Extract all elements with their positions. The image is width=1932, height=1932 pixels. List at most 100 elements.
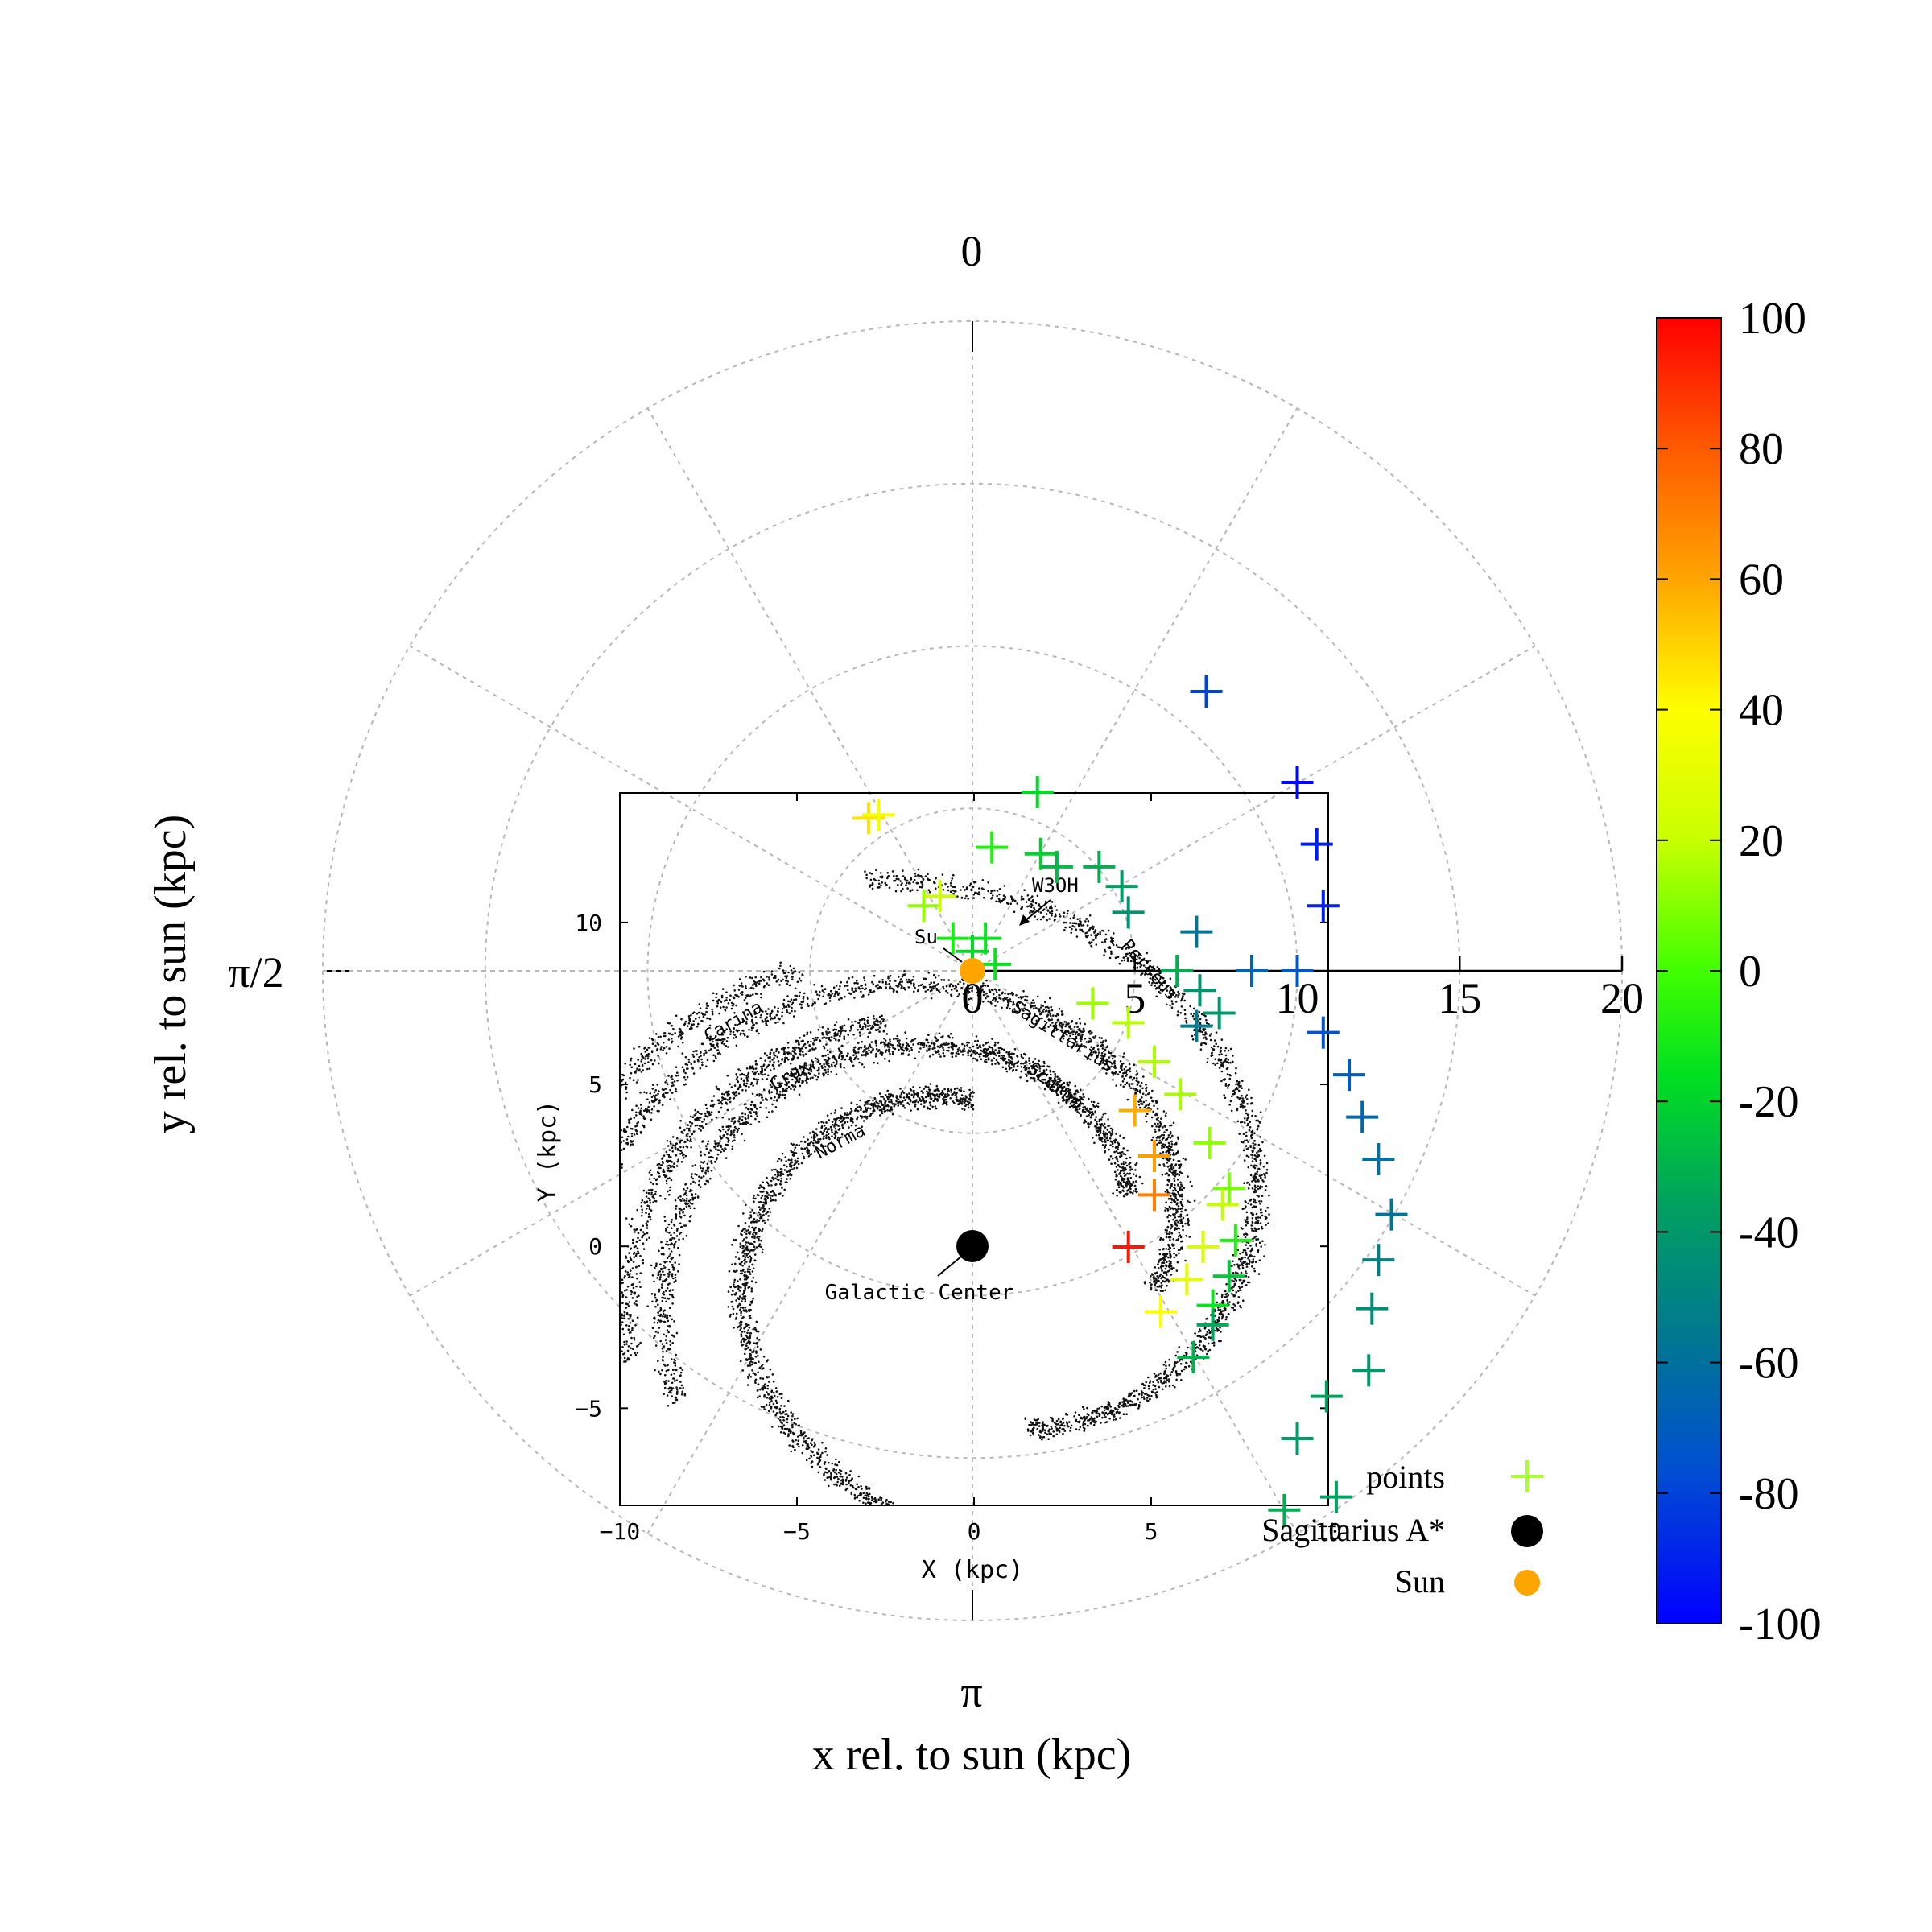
arm-star: [1167, 1281, 1170, 1283]
arm-star: [617, 1146, 619, 1149]
arm-star: [786, 1178, 788, 1180]
arm-star: [794, 1009, 796, 1013]
arm-star: [1133, 1063, 1136, 1067]
arm-star: [825, 1468, 828, 1470]
arm-star: [1119, 1084, 1122, 1086]
arm-star: [917, 1100, 919, 1104]
arm-star: [943, 1043, 947, 1046]
arm-star: [829, 989, 832, 993]
arm-star: [736, 1269, 738, 1272]
arm-star: [765, 1010, 767, 1013]
arm-star: [791, 1009, 793, 1013]
arm-star: [642, 1117, 646, 1120]
arm-star: [1042, 1060, 1046, 1063]
arm-star: [668, 1315, 671, 1317]
arm-star: [810, 1455, 812, 1457]
arm-star: [613, 1145, 616, 1147]
arm-star: [872, 1106, 875, 1109]
arm-star: [668, 1290, 671, 1292]
arm-star: [1033, 1001, 1035, 1005]
arm-star: [663, 1216, 666, 1218]
arm-star: [791, 1439, 794, 1442]
arm-star: [800, 1006, 803, 1009]
arm-star: [750, 1302, 753, 1304]
arm-star: [675, 1090, 678, 1093]
arm-star: [1218, 1067, 1221, 1069]
arm-star: [1145, 1121, 1148, 1123]
arm-star: [1173, 1143, 1176, 1146]
arm-star: [977, 1053, 980, 1055]
arm-star: [1193, 1199, 1196, 1203]
arm-star: [834, 1109, 837, 1112]
arm-star: [1101, 1140, 1104, 1143]
arm-star: [1178, 1166, 1180, 1170]
arm-star: [895, 1522, 898, 1525]
arm-star: [930, 1097, 933, 1100]
arm-star: [1167, 1256, 1170, 1259]
arm-star: [1187, 1175, 1189, 1178]
arm-star: [773, 1168, 775, 1171]
arm-star: [1009, 1000, 1013, 1003]
arm-star: [880, 1051, 883, 1054]
arm-star: [738, 1262, 741, 1265]
arm-star: [799, 1434, 801, 1437]
arm-star: [691, 1053, 694, 1056]
arm-star: [867, 1035, 869, 1038]
arm-star: [928, 1088, 931, 1091]
arm-star: [766, 1099, 769, 1101]
arm-star: [791, 1003, 793, 1006]
arm-star: [956, 1048, 960, 1051]
arm-star: [865, 1047, 868, 1050]
arm-star: [928, 1108, 931, 1110]
arm-star: [820, 985, 824, 988]
arm-star: [748, 1217, 750, 1220]
arm-star: [853, 1058, 856, 1061]
arm-star: [972, 1057, 975, 1060]
arm-star: [923, 1088, 926, 1090]
arm-star: [706, 1167, 709, 1170]
arm-star: [671, 1264, 674, 1266]
arm-star: [783, 1096, 786, 1100]
arm-star: [824, 1461, 827, 1463]
arm-star: [875, 1100, 877, 1103]
arm-star: [1178, 1231, 1181, 1234]
arm-star: [904, 989, 906, 991]
arm-star: [708, 1049, 711, 1052]
arm-star: [824, 1002, 828, 1005]
arm-star: [1182, 1157, 1185, 1160]
arm-star: [638, 1111, 641, 1114]
arm-star: [686, 1063, 689, 1067]
arm-star: [1166, 1225, 1170, 1228]
arm-star: [990, 1059, 993, 1062]
arm-star: [1113, 1150, 1116, 1154]
arm-star: [774, 1096, 776, 1099]
arm-star: [997, 1063, 1001, 1065]
arm-star: [782, 998, 786, 1001]
arm-star: [1028, 1057, 1030, 1059]
arm-star: [752, 1349, 755, 1352]
arm-star: [748, 1270, 751, 1274]
arm-star: [691, 1199, 695, 1201]
arm-star: [951, 1052, 953, 1055]
grid-spoke-30: [972, 407, 1298, 972]
arm-star: [873, 1102, 876, 1104]
arm-star: [663, 1393, 665, 1395]
arm-scutum: [646, 1031, 1144, 1407]
arm-star: [658, 1310, 661, 1312]
arm-star: [630, 1117, 632, 1121]
arm-star: [848, 1126, 850, 1129]
arm-star: [1160, 1277, 1162, 1280]
arm-star: [784, 1181, 787, 1183]
arm-star: [828, 1119, 830, 1121]
arm-star: [777, 1417, 780, 1420]
arm-star: [684, 1183, 687, 1186]
arm-star: [819, 1466, 821, 1468]
arm-star: [771, 1010, 774, 1013]
arm-star: [830, 1141, 833, 1144]
arm-star: [885, 1500, 887, 1503]
arm-star: [747, 1346, 750, 1349]
arm-star: [786, 1174, 790, 1177]
arm-star: [756, 1093, 758, 1096]
arm-star: [751, 1270, 754, 1273]
arm-star: [1010, 1063, 1013, 1066]
